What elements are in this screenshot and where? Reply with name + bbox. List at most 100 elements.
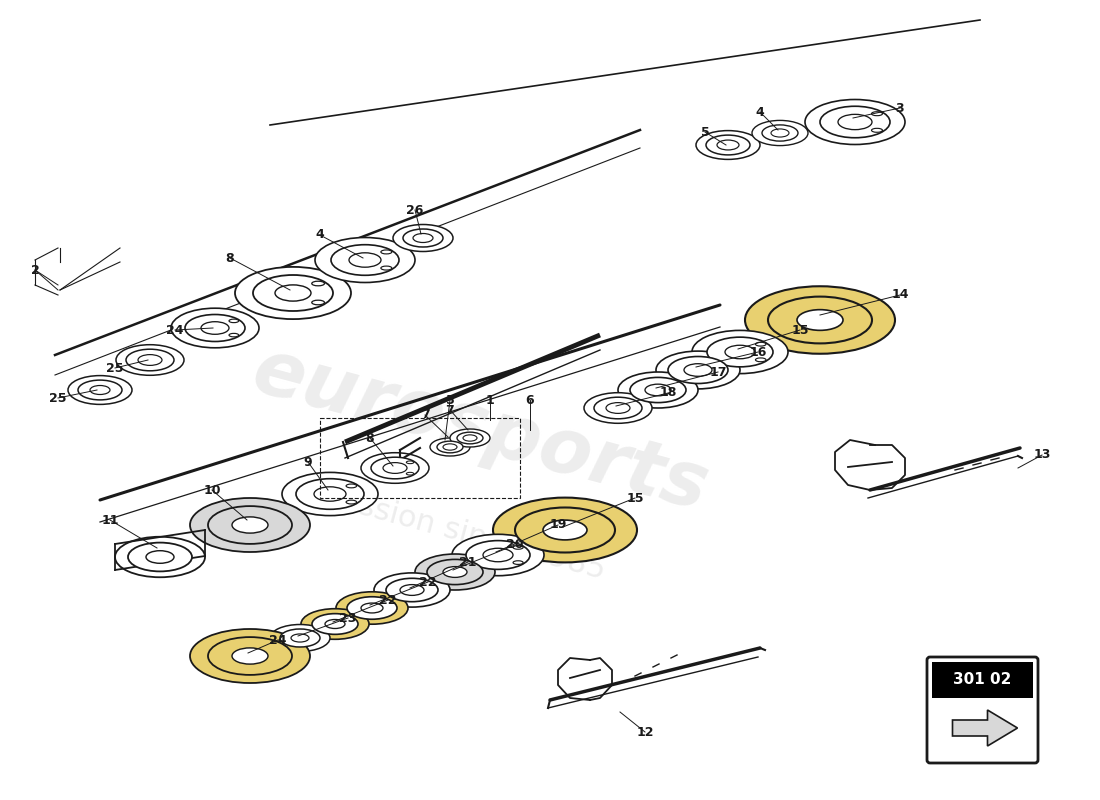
Ellipse shape [170,308,258,348]
Text: 12: 12 [636,726,653,738]
Ellipse shape [270,625,330,651]
Ellipse shape [513,546,524,550]
Ellipse shape [371,457,419,478]
Ellipse shape [312,614,358,634]
Ellipse shape [427,559,483,585]
Text: 8: 8 [365,431,374,445]
Text: 15: 15 [626,491,644,505]
Ellipse shape [229,319,239,322]
Text: 20: 20 [506,538,524,551]
Ellipse shape [146,550,174,563]
Ellipse shape [415,554,495,590]
Ellipse shape [752,120,808,146]
Ellipse shape [331,245,399,275]
Ellipse shape [756,358,766,362]
Text: 25: 25 [107,362,123,374]
Ellipse shape [208,506,292,544]
Ellipse shape [349,253,381,267]
Ellipse shape [745,286,895,354]
Ellipse shape [645,384,671,396]
Ellipse shape [493,498,637,562]
Text: 22: 22 [379,594,397,606]
Ellipse shape [381,250,392,254]
Text: 6: 6 [526,394,535,406]
Ellipse shape [437,441,463,453]
Ellipse shape [692,330,788,374]
Text: 5: 5 [701,126,710,138]
Text: 22: 22 [419,575,437,589]
Text: a passion since 1985: a passion since 1985 [292,474,608,586]
Ellipse shape [315,238,415,282]
Ellipse shape [463,435,477,441]
Text: 15: 15 [791,323,808,337]
Text: 2: 2 [31,263,40,277]
Text: 5: 5 [446,394,454,406]
Ellipse shape [126,349,174,371]
Text: 3: 3 [895,102,904,114]
Ellipse shape [282,472,378,516]
Ellipse shape [116,345,184,375]
Ellipse shape [201,322,229,334]
Ellipse shape [798,310,843,330]
Ellipse shape [443,444,456,450]
Ellipse shape [594,397,642,419]
Text: 17: 17 [710,366,727,378]
Ellipse shape [656,351,740,389]
Ellipse shape [762,125,798,141]
Ellipse shape [301,609,368,639]
Ellipse shape [618,372,698,408]
Ellipse shape [232,517,268,533]
Ellipse shape [606,402,630,414]
Ellipse shape [871,128,882,132]
Text: 24: 24 [270,634,287,646]
Ellipse shape [296,478,364,510]
Ellipse shape [443,566,468,578]
Ellipse shape [771,129,789,137]
Ellipse shape [280,629,320,647]
Ellipse shape [543,520,587,540]
Text: 25: 25 [50,391,67,405]
Ellipse shape [68,375,132,404]
Ellipse shape [400,585,424,595]
Ellipse shape [707,337,773,367]
Ellipse shape [185,314,245,342]
Text: 18: 18 [659,386,676,399]
Ellipse shape [452,534,544,576]
Text: 4: 4 [316,229,324,242]
Text: 8: 8 [226,251,234,265]
Ellipse shape [456,432,483,444]
Ellipse shape [346,484,356,488]
Text: 19: 19 [549,518,566,531]
Text: 1: 1 [485,394,494,406]
Polygon shape [953,710,1018,746]
Text: 13: 13 [1033,449,1050,462]
Ellipse shape [403,229,443,247]
Text: 16: 16 [749,346,767,358]
Ellipse shape [253,275,333,311]
Ellipse shape [116,537,205,578]
Ellipse shape [311,300,324,305]
Ellipse shape [756,342,766,346]
Ellipse shape [346,597,397,619]
Ellipse shape [768,297,872,343]
Ellipse shape [483,548,513,562]
Ellipse shape [466,541,530,570]
Ellipse shape [208,637,292,675]
Ellipse shape [838,114,872,130]
Ellipse shape [128,542,192,571]
FancyBboxPatch shape [927,657,1038,763]
Text: 9: 9 [304,455,312,469]
Text: 23: 23 [339,611,356,625]
Ellipse shape [820,106,890,138]
Ellipse shape [684,364,712,376]
Ellipse shape [190,498,310,552]
Text: 7: 7 [446,403,454,417]
Ellipse shape [311,282,324,286]
Ellipse shape [406,472,414,475]
Ellipse shape [406,461,414,464]
Ellipse shape [450,429,490,447]
Ellipse shape [668,357,728,383]
Ellipse shape [90,386,110,394]
FancyBboxPatch shape [932,662,1033,698]
Text: 4: 4 [756,106,764,118]
